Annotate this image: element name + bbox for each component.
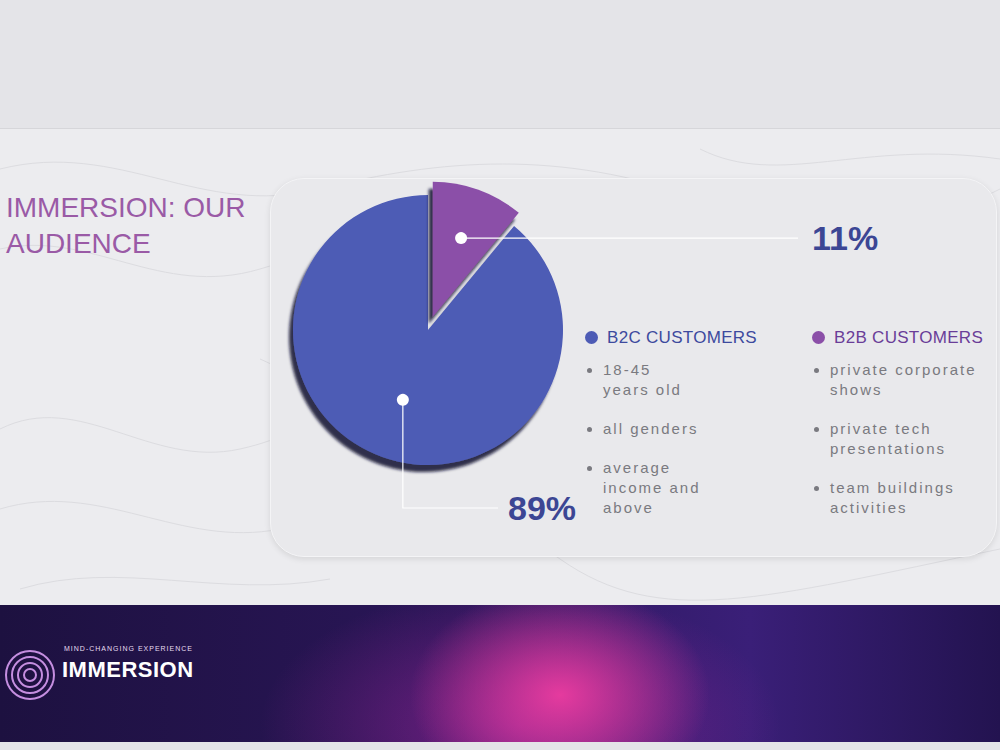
html-text:private corporate shows: private corporate shows (830, 361, 977, 398)
html-text:private tech presentations: private tech presentations (830, 420, 947, 457)
html-text:IMMERSION: OUR AUDIENCE: IMMERSION: OUR AUDIENCE (6, 192, 246, 259)
svg-text:89%: 89% (508, 489, 576, 527)
html-text:team buildings activities: team buildings activities (830, 479, 955, 516)
html-text:B2C CUSTOMERS: B2C CUSTOMERS (607, 328, 757, 347)
html-text:IMMERSION: IMMERSION (62, 657, 194, 682)
html-text:average income and above: average income and above (603, 459, 701, 516)
html-text:all genders: all genders (603, 420, 699, 437)
svg-text:11%: 11% (812, 219, 878, 257)
html-text:B2B CUSTOMERS: B2B CUSTOMERS (834, 328, 984, 347)
html-text:MIND-CHANGING EXPERIENCE: MIND-CHANGING EXPERIENCE (64, 645, 193, 652)
html-text:18-45 years old: 18-45 years old (603, 361, 682, 398)
